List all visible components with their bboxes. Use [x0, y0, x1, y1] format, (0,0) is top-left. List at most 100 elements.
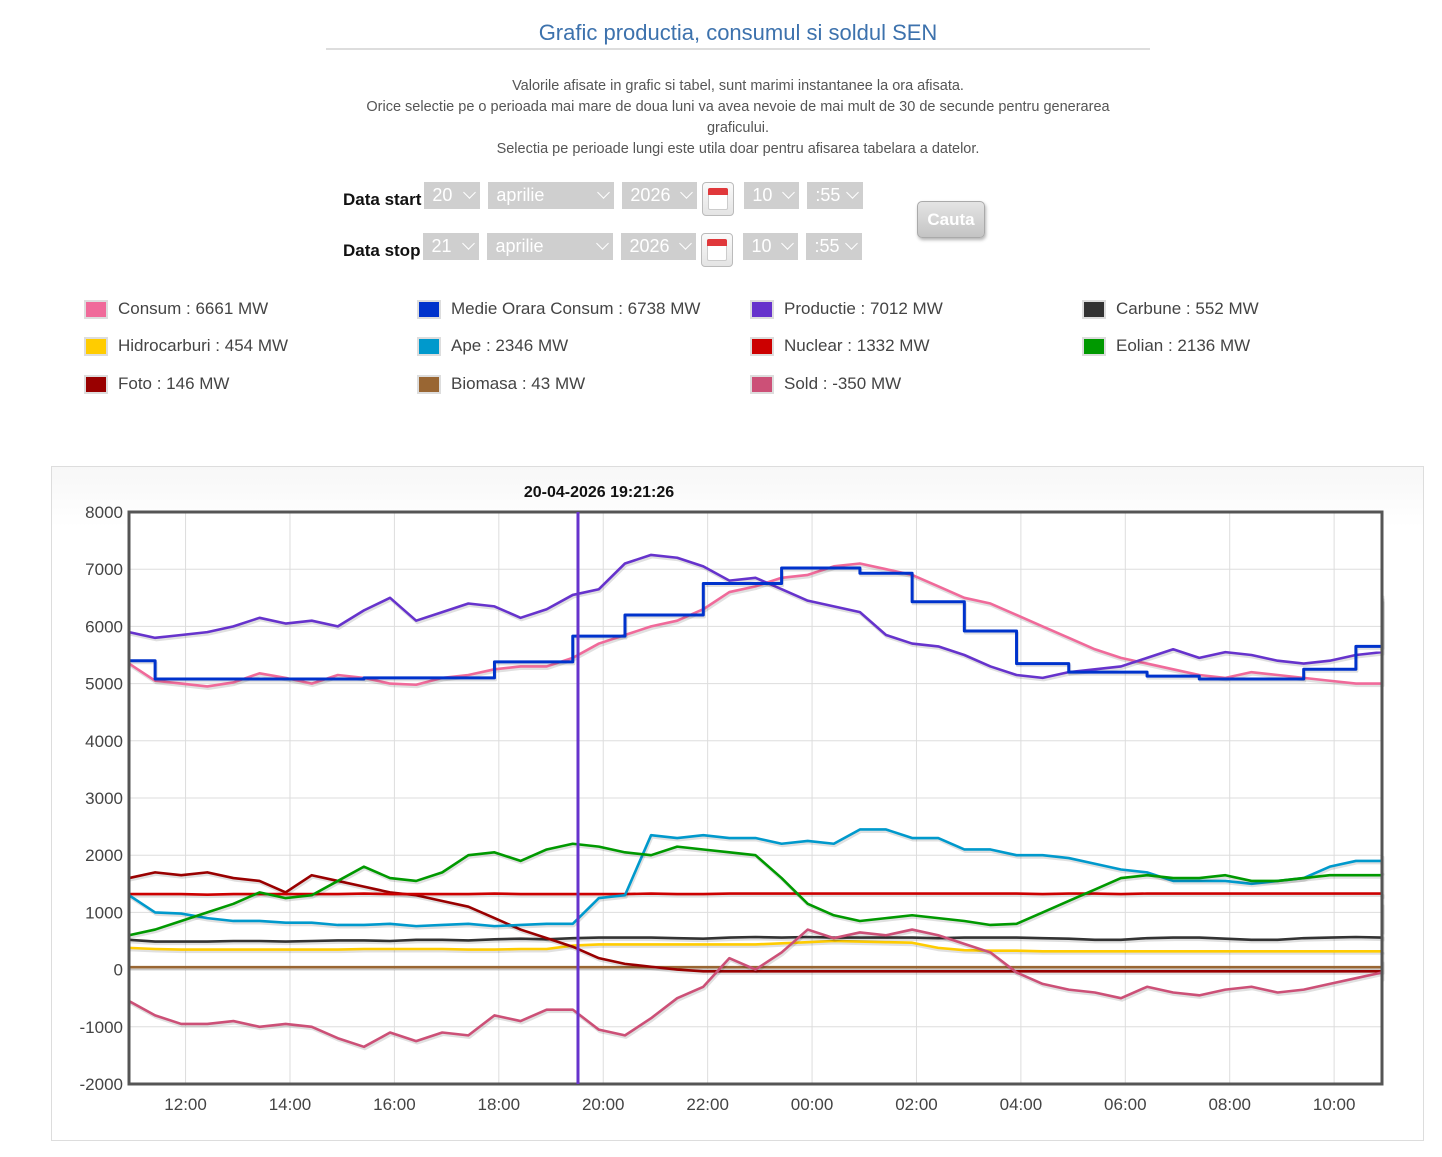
y-axis-ticks: -2000 -1000 0 1000 2000 3000 4000 5000 6000 7000 8… [80, 503, 123, 1094]
chart-container: -2000 -1000 0 1000 2000 3000 4000 5000 6000 7000 8… [51, 466, 1424, 1141]
y-tick-label: 0 [114, 961, 123, 980]
legend-label: Medie Orara Consum : 6738 MW [451, 299, 701, 318]
legend-label: Biomasa : 43 MW [451, 374, 586, 393]
note-line: Valorile afisate in grafic si tabel, sun… [512, 78, 964, 94]
y-tick-label: 2000 [85, 846, 123, 865]
x-tick-label: 02:00 [895, 1095, 938, 1114]
y-tick-label: 1000 [85, 903, 123, 922]
note-line: Selectia pe perioade lungi este utila do… [496, 141, 980, 157]
x-tick-label: 12:00 [164, 1095, 207, 1114]
legend-label: Nuclear : 1332 MW [784, 336, 930, 355]
legend-item[interactable]: Carbune : 552 MW [1082, 299, 1259, 319]
y-tick-label: 4000 [85, 732, 123, 751]
x-tick-label: 22:00 [686, 1095, 729, 1114]
y-tick-label: 7000 [85, 560, 123, 579]
chevron-down-icon [846, 186, 860, 199]
start-calendar-button[interactable] [702, 182, 735, 216]
stop-year-select[interactable]: 2026 [621, 232, 697, 260]
line-chart[interactable]: -2000 -1000 0 1000 2000 3000 4000 5000 6000 7000 8… [52, 467, 1423, 1140]
stop-date-label: Data stop [343, 241, 421, 260]
start-hour-select[interactable]: 10 [744, 181, 800, 209]
legend-label: Consum : 6661 MW [118, 299, 269, 318]
legend-swatch [84, 299, 108, 319]
chevron-down-icon [782, 186, 796, 199]
x-tick-label: 10:00 [1313, 1095, 1356, 1114]
x-tick-label: 00:00 [791, 1095, 834, 1114]
start-date-row: Data start 20 aprilie 2026 10 :55 [343, 181, 871, 216]
chevron-down-icon [845, 237, 859, 250]
legend-item[interactable]: Productie : 7012 MW [750, 299, 943, 319]
title-divider [326, 48, 1150, 50]
legend-swatch [750, 374, 774, 394]
y-tick-label: 8000 [85, 503, 123, 522]
calendar-icon [708, 188, 729, 210]
legend-item[interactable]: Biomasa : 43 MW [417, 374, 585, 394]
y-tick-label: -2000 [80, 1075, 123, 1094]
stop-calendar-button[interactable] [701, 233, 734, 267]
legend-label: Ape : 2346 MW [451, 336, 569, 355]
start-month-select[interactable]: aprilie [488, 181, 615, 209]
legend-item[interactable]: Medie Orara Consum : 6738 MW [417, 299, 700, 319]
start-date-label: Data start [343, 190, 422, 209]
start-hour-value: 10 [752, 184, 773, 205]
start-day-select[interactable]: 20 [424, 181, 481, 209]
legend-item[interactable]: Hidrocarburi : 454 MW [84, 336, 288, 356]
legend-swatch [1082, 299, 1106, 319]
chevron-down-icon [596, 237, 610, 250]
start-year-select[interactable]: 2026 [622, 181, 698, 209]
info-notes: Valorile afisate in grafic si tabel, sun… [326, 76, 1150, 160]
start-month-value: aprilie [496, 184, 545, 205]
series-shadow-nuclear [130, 894, 1385, 900]
legend-label: Eolian : 2136 MW [1116, 336, 1251, 355]
legend-swatch [84, 336, 108, 356]
legend-label: Carbune : 552 MW [1116, 299, 1259, 318]
stop-month-select[interactable]: aprilie [487, 232, 614, 260]
calendar-icon [707, 239, 728, 261]
start-day-value: 20 [432, 184, 453, 205]
chevron-down-icon [680, 186, 694, 199]
legend-swatch [417, 299, 441, 319]
note-line: Orice selectie pe o perioada mai mare de… [366, 99, 1110, 136]
stop-day-select[interactable]: 21 [423, 232, 480, 260]
series-shadow-medie-orara-consum [130, 568, 1385, 683]
x-tick-label: 18:00 [478, 1095, 521, 1114]
legend-item[interactable]: Sold : -350 MW [750, 374, 901, 394]
stop-minute-value: :55 [814, 235, 840, 256]
stop-year-value: 2026 [629, 235, 670, 256]
grid-lines [129, 511, 1382, 1085]
stop-minute-select[interactable]: :55 [806, 232, 863, 260]
series-line-nuclear [129, 892, 1384, 898]
x-tick-label: 08:00 [1208, 1095, 1251, 1114]
y-tick-label: 6000 [85, 617, 123, 636]
legend-swatch [417, 374, 441, 394]
legend-swatch [417, 336, 441, 356]
series-shadow-ape [129, 829, 1385, 930]
legend-label: Sold : -350 MW [784, 374, 902, 393]
series-line-hidrocarburi [128, 939, 1384, 953]
chevron-down-icon [781, 237, 795, 250]
search-button[interactable]: Cauta [917, 201, 985, 238]
stop-month-value: aprilie [495, 235, 544, 256]
legend-item[interactable]: Ape : 2346 MW [417, 336, 568, 356]
legend-item[interactable]: Foto : 146 MW [84, 374, 229, 394]
legend-swatch [750, 299, 774, 319]
series-line-medie-orara-consum [129, 566, 1384, 681]
legend-swatch [750, 336, 774, 356]
stop-hour-select[interactable]: 10 [743, 232, 799, 260]
stop-day-value: 21 [431, 235, 452, 256]
plot-frame [127, 510, 1384, 1086]
x-tick-label: 06:00 [1104, 1095, 1147, 1114]
chevron-down-icon [463, 186, 477, 199]
cursor-timestamp: 20-04-2026 19:21:26 [524, 484, 674, 501]
stop-date-row: Data stop 21 aprilie 2026 10 :55 [343, 232, 870, 267]
y-tick-label: 5000 [85, 675, 123, 694]
series-line-ape [128, 828, 1384, 928]
y-tick-label: -1000 [80, 1018, 123, 1037]
legend-item[interactable]: Consum : 6661 MW [84, 299, 268, 319]
start-minute-select[interactable]: :55 [807, 181, 864, 209]
series-shadow-hidrocarburi [129, 941, 1385, 955]
legend-label: Hidrocarburi : 454 MW [118, 336, 289, 355]
x-tick-label: 16:00 [373, 1095, 416, 1114]
legend-item[interactable]: Eolian : 2136 MW [1082, 336, 1250, 356]
legend-item[interactable]: Nuclear : 1332 MW [750, 336, 930, 356]
